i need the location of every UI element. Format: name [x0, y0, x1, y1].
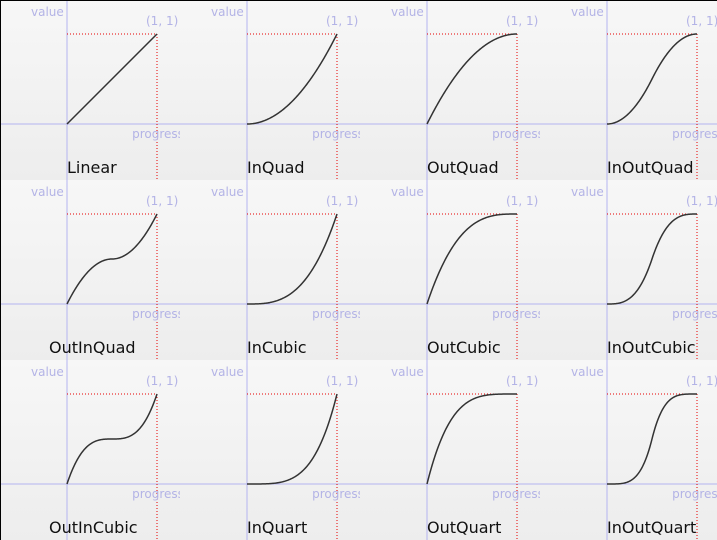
value-axis-label: value — [391, 365, 424, 379]
easing-graph: value progress (1, 1) — [540, 180, 717, 360]
easing-graph: value progress (1, 1) — [540, 360, 717, 540]
easing-graph: value progress (1, 1) — [180, 1, 360, 180]
progress-axis-label: progress — [312, 127, 360, 141]
point-one-one-label: (1, 1) — [146, 194, 178, 208]
point-one-one-label: (1, 1) — [686, 14, 717, 28]
easing-cell-inoutquart: value progress (1, 1) InOutQuart — [540, 360, 717, 540]
curve-name-label: InOutCubic — [607, 338, 696, 357]
curve-name-label: OutInQuad — [49, 338, 136, 357]
value-axis-label: value — [31, 365, 64, 379]
point-one-one-label: (1, 1) — [326, 194, 358, 208]
progress-axis-label: progress — [492, 307, 540, 321]
progress-axis-label: progress — [312, 487, 360, 501]
point-one-one-label: (1, 1) — [506, 194, 538, 208]
easing-cell-outcubic: value progress (1, 1) OutCubic — [360, 180, 540, 360]
progress-axis-label: progress — [672, 487, 717, 501]
point-one-one-label: (1, 1) — [326, 374, 358, 388]
point-one-one-label: (1, 1) — [506, 374, 538, 388]
value-axis-label: value — [571, 185, 604, 199]
easing-curve-incubic — [247, 213, 338, 305]
curve-name-label: InQuad — [247, 158, 305, 177]
easing-curve-outquad — [426, 33, 518, 125]
easing-cell-inoutquad: value progress (1, 1) InOutQuad — [540, 1, 717, 180]
easing-curve-linear — [66, 33, 158, 125]
easing-graph: value progress (1, 1) — [540, 1, 717, 180]
progress-axis-label: progress — [312, 307, 360, 321]
easing-graph: value progress (1, 1) — [180, 360, 360, 540]
progress-axis-label: progress — [672, 127, 717, 141]
easing-cell-outquad: value progress (1, 1) OutQuad — [360, 1, 540, 180]
progress-axis-label: progress — [492, 127, 540, 141]
progress-axis-label: progress — [132, 127, 180, 141]
easing-graph: value progress (1, 1) — [360, 180, 540, 360]
value-axis-label: value — [571, 5, 604, 19]
curve-name-label: OutInCubic — [49, 518, 138, 537]
progress-axis-label: progress — [492, 487, 540, 501]
value-axis-label: value — [31, 185, 64, 199]
progress-axis-label: progress — [672, 307, 717, 321]
curve-name-label: OutQuad — [427, 158, 499, 177]
point-one-one-label: (1, 1) — [686, 374, 717, 388]
easing-graph: value progress (1, 1) — [180, 180, 360, 360]
value-axis-label: value — [211, 5, 244, 19]
easing-graph: value progress (1, 1) — [1, 1, 180, 180]
easing-curve-inoutcubic — [607, 213, 697, 305]
value-axis-label: value — [391, 185, 424, 199]
easing-curve-inoutquart — [607, 393, 697, 485]
easing-graph: value progress (1, 1) — [360, 360, 540, 540]
curve-name-label: InOutQuart — [607, 518, 697, 537]
curve-name-label: InCubic — [247, 338, 307, 357]
point-one-one-label: (1, 1) — [146, 374, 178, 388]
easing-cell-outquart: value progress (1, 1) OutQuart — [360, 360, 540, 540]
easing-curve-outquart — [426, 393, 517, 485]
curve-name-label: InOutQuad — [607, 158, 694, 177]
curve-name-label: Linear — [67, 158, 117, 177]
value-axis-label: value — [31, 5, 64, 19]
curve-name-label: OutQuart — [427, 518, 502, 537]
easing-curve-inquart — [247, 393, 338, 485]
point-one-one-label: (1, 1) — [326, 14, 358, 28]
easing-curve-outincubic — [66, 393, 158, 485]
easing-cell-outinquad: value progress (1, 1) OutInQuad — [1, 180, 180, 360]
point-one-one-label: (1, 1) — [686, 194, 717, 208]
curve-name-label: InQuart — [247, 518, 308, 537]
easing-cell-inquad: value progress (1, 1) InQuad — [180, 1, 360, 180]
progress-axis-label: progress — [132, 307, 180, 321]
easing-cell-inoutcubic: value progress (1, 1) InOutCubic — [540, 180, 717, 360]
value-axis-label: value — [391, 5, 424, 19]
value-axis-label: value — [571, 365, 604, 379]
progress-axis-label: progress — [132, 487, 180, 501]
point-one-one-label: (1, 1) — [146, 14, 178, 28]
value-axis-label: value — [211, 365, 244, 379]
easing-graph: value progress (1, 1) — [1, 360, 180, 540]
easing-curve-inquad — [246, 33, 338, 125]
easing-graph: value progress (1, 1) — [1, 180, 180, 360]
easing-curve-outinquad — [66, 213, 158, 305]
easing-cell-linear: value progress (1, 1) Linear — [1, 1, 180, 180]
value-axis-label: value — [211, 185, 244, 199]
easing-cell-inquart: value progress (1, 1) InQuart — [180, 360, 360, 540]
easing-graph: value progress (1, 1) — [360, 1, 540, 180]
easing-curve-outcubic — [426, 213, 517, 305]
easing-cell-incubic: value progress (1, 1) InCubic — [180, 180, 360, 360]
easing-curve-inoutquad — [606, 33, 698, 125]
easing-cell-outincubic: value progress (1, 1) OutInCubic — [1, 360, 180, 540]
curve-name-label: OutCubic — [427, 338, 501, 357]
point-one-one-label: (1, 1) — [506, 14, 538, 28]
